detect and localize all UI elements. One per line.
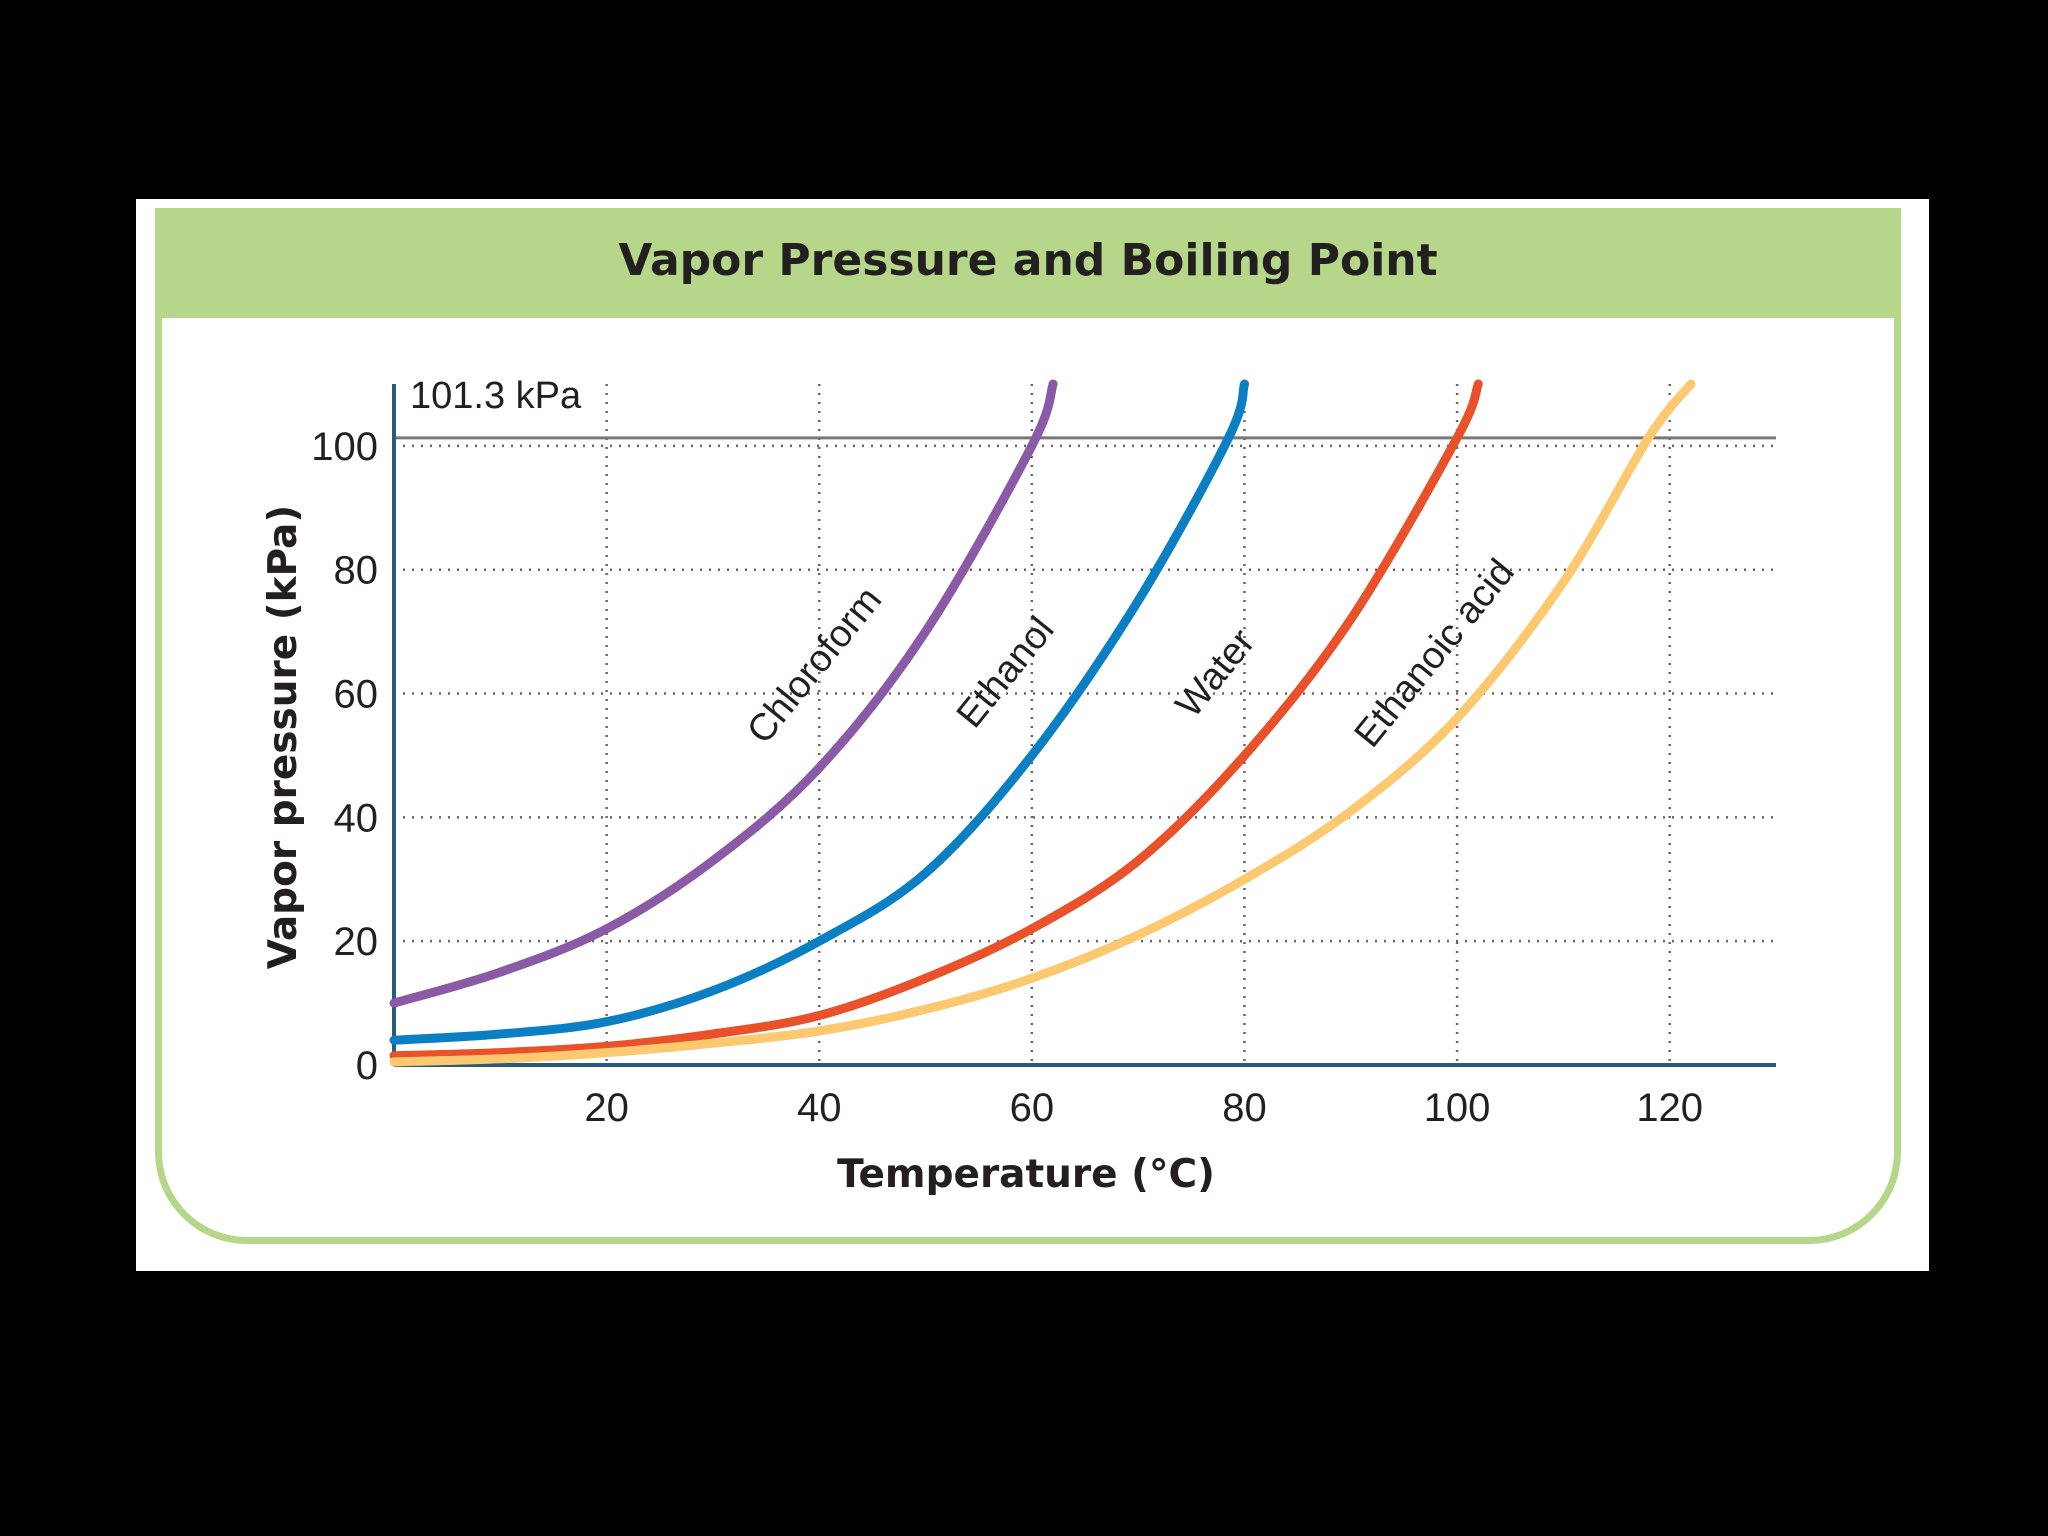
series-label-ethanol: Ethanol xyxy=(949,609,1063,736)
chart-card: Vapor Pressure and Boiling Point xyxy=(136,199,1929,1271)
series-label-water: Water xyxy=(1168,621,1264,725)
x-tick-label: 40 xyxy=(797,1086,842,1130)
axes: 20 40 60 80 100 120 0 20 40 60 80 100 xyxy=(311,384,1776,1130)
x-tick-label: 120 xyxy=(1636,1086,1703,1130)
y-axis-label: Vapor pressure (kPa) xyxy=(261,505,306,969)
grid xyxy=(394,384,1776,1065)
x-tick-label: 20 xyxy=(584,1086,629,1130)
chart-title: Vapor Pressure and Boiling Point xyxy=(618,234,1438,286)
x-tick-label: 60 xyxy=(1010,1086,1055,1130)
y-tick-label: 100 xyxy=(311,425,378,469)
x-tick-label: 100 xyxy=(1424,1086,1491,1130)
series-line-chloroform xyxy=(389,379,1058,1008)
series-line-ethanol xyxy=(389,379,1249,1045)
y-tick-label: 60 xyxy=(334,673,379,717)
reference-line-label: 101.3 kPa xyxy=(410,375,582,417)
x-axis-label: Temperature (°C) xyxy=(837,1152,1215,1197)
card-frame xyxy=(155,208,1901,1244)
series-label-chloroform: Chloroform xyxy=(739,579,890,751)
series-line-water xyxy=(389,379,1483,1061)
x-tick-label: 80 xyxy=(1222,1086,1267,1130)
series-lines xyxy=(389,379,1696,1067)
y-tick-label: 80 xyxy=(334,549,379,593)
y-tick-label: 20 xyxy=(334,920,379,964)
y-tick-label: 40 xyxy=(334,796,379,840)
y-tick-label: 0 xyxy=(356,1044,378,1088)
title-bar: Vapor Pressure and Boiling Point xyxy=(155,208,1901,318)
series-line-ethanoic-acid xyxy=(389,379,1696,1067)
